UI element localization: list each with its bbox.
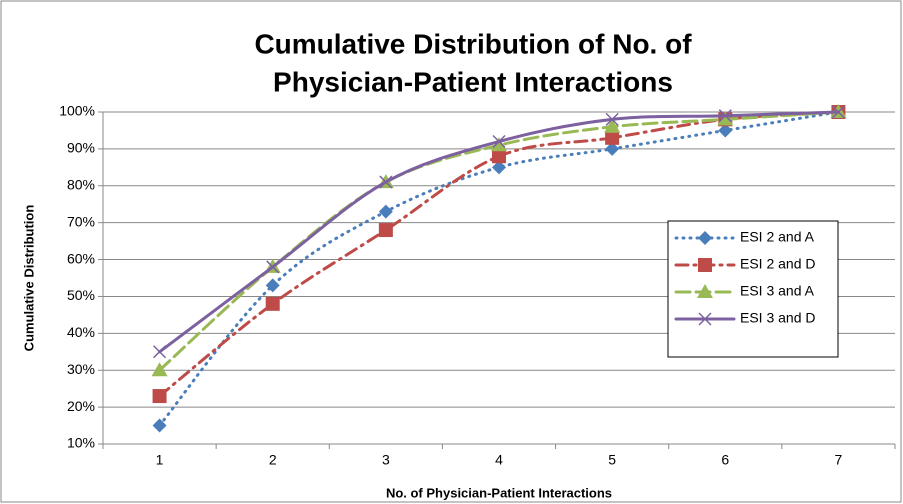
marker [491,137,507,152]
x-tick-label: 7 [835,452,843,468]
x-axis-title: No. of Physician-Patient Interactions [386,485,612,500]
y-tick-label: 80% [67,176,95,192]
x-tick-label: 4 [495,452,503,468]
y-tick-label: 70% [67,213,95,229]
marker [697,284,713,298]
marker [717,111,734,126]
x-tick-label: 3 [382,452,390,468]
y-tick-label: 10% [67,435,95,451]
legend-label: ESI 3 and D [740,310,816,326]
marker [379,175,393,189]
marker [153,345,167,359]
marker [698,258,712,272]
legend-label: ESI 2 and A [740,229,815,245]
y-tick-label: 40% [67,324,95,340]
marker [605,112,619,126]
y-tick-label: 100% [59,103,95,119]
x-tick-label: 2 [269,452,277,468]
marker [378,223,393,238]
legend-label: ESI 3 and A [740,283,815,299]
marker [718,109,732,123]
y-tick-label: 60% [67,250,95,266]
marker [152,418,167,433]
legend-box [667,220,839,358]
marker [698,231,712,245]
x-tick-label: 5 [608,452,616,468]
marker [605,130,620,145]
marker [492,160,506,175]
marker [605,141,620,156]
marker [831,105,845,119]
marker [265,296,280,311]
y-tick-label: 20% [67,398,95,414]
marker [718,123,733,138]
chart-title: Cumulative Distribution of No. of [254,28,692,59]
x-tick-label: 6 [721,452,729,468]
marker [492,134,506,149]
y-tick-label: 30% [67,361,95,377]
marker [266,260,280,274]
x-tick-label: 1 [156,452,164,468]
y-axis-title: Cumulative Distribution [21,205,36,352]
marker [698,312,712,326]
chart-title: Physician-Patient Interactions [273,66,673,97]
marker [152,389,167,404]
legend-label: ESI 2 and D [740,256,816,272]
marker [265,278,280,293]
marker [492,149,506,164]
y-tick-label: 50% [67,287,95,303]
y-tick-label: 90% [67,140,95,156]
marker [378,204,393,219]
marker [151,362,168,377]
marker [604,118,621,133]
